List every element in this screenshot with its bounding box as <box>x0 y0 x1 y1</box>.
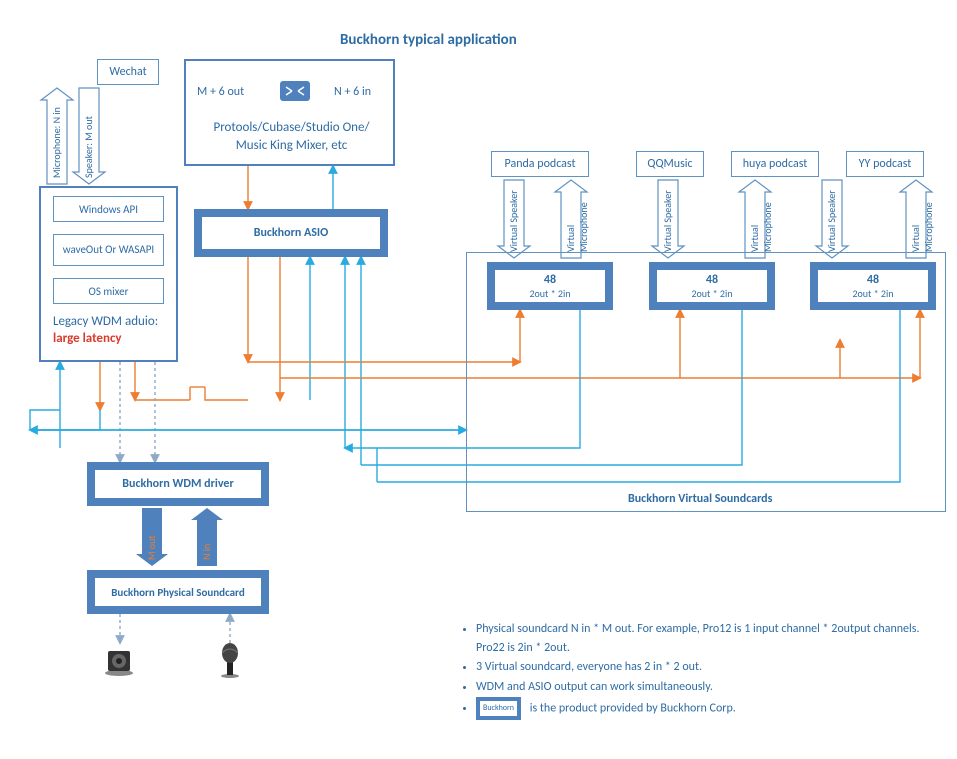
microphone-icon <box>216 643 244 679</box>
legacy-text: Legacy WDM aduio: large latency <box>53 314 173 348</box>
windows-api-box: Windows API <box>53 196 164 222</box>
wdm-driver-box: Buckhorn WDM driver <box>87 462 269 506</box>
waveout-box: waveOut Or WASAPI <box>53 234 164 266</box>
huya-box: huya podcast <box>731 151 819 177</box>
v2-box: 482out * 2in <box>649 262 775 310</box>
mini-buckhorn-icon: Buckhorn <box>476 697 521 720</box>
page-title: Buckhorn typical application <box>340 31 517 49</box>
speaker-icon <box>102 643 136 677</box>
v1-box: 482out * 2in <box>487 262 613 310</box>
daw-box: M + 6 out N + 6 in Protools/Cubase/Studi… <box>184 59 395 166</box>
panda-box: Panda podcast <box>491 151 589 177</box>
router-icon <box>278 77 312 105</box>
asio-box: Buckhorn ASIO <box>194 209 388 257</box>
osmixer-box: OS mixer <box>53 278 164 304</box>
daw-in-label: N + 6 in <box>334 85 371 99</box>
wechat-box: Wechat <box>97 59 159 85</box>
qq-box: QQMusic <box>636 151 704 177</box>
notes-bullets: Physical soundcard N in * M out. For exa… <box>460 620 920 720</box>
daw-text: Protools/Cubase/Studio One/Music King Mi… <box>194 119 389 154</box>
yy-box: YY podcast <box>846 151 924 177</box>
daw-out-label: M + 6 out <box>197 85 244 99</box>
virtual-container-label: Buckhorn Virtual Soundcards <box>628 492 772 506</box>
physical-box: Buckhorn Physical Soundcard <box>87 570 269 614</box>
v3-box: 482out * 2in <box>810 262 936 310</box>
